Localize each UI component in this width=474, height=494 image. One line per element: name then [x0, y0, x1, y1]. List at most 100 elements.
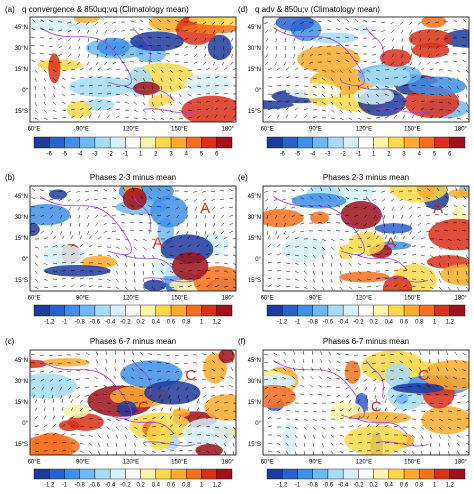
shading — [172, 408, 190, 418]
wind-vector — [318, 229, 323, 232]
wind-vector — [139, 60, 144, 63]
wind-vector — [327, 368, 332, 372]
wind-vector — [70, 424, 75, 428]
wind-vector — [408, 198, 413, 201]
colorbar-bin — [186, 468, 202, 480]
lat-tick-label: 15°S — [248, 278, 261, 284]
wind-vector — [409, 222, 413, 227]
wind-vector — [391, 53, 395, 58]
wind-vector — [133, 77, 138, 81]
wind-vector — [318, 394, 323, 396]
wind-vector — [184, 354, 189, 356]
wind-vector — [302, 351, 305, 356]
colorbar-bin — [419, 468, 435, 480]
wind-vector — [336, 352, 341, 356]
wind-vector — [438, 254, 442, 259]
shading — [42, 358, 90, 367]
wind-vector — [214, 100, 219, 103]
wind-vector — [354, 19, 359, 23]
wind-vector — [354, 214, 359, 217]
wind-vector — [229, 197, 234, 200]
wind-vector — [187, 235, 191, 240]
wind-vector — [187, 277, 192, 280]
wind-vector — [354, 230, 359, 234]
wind-vector — [229, 214, 234, 217]
lon-tick-label: 120°E — [123, 296, 139, 302]
wind-vector — [402, 85, 407, 87]
wind-vector — [291, 394, 296, 396]
wind-vector — [409, 61, 413, 66]
wind-vector — [187, 450, 192, 452]
wind-vector — [402, 277, 407, 280]
colorbar-bin — [419, 304, 435, 317]
wind-vector — [105, 37, 108, 42]
wind-vector — [365, 394, 368, 399]
wind-vector — [445, 195, 449, 200]
map-frame — [29, 185, 237, 292]
shading — [263, 209, 304, 228]
wind-vector — [194, 206, 198, 211]
wind-vector — [49, 198, 54, 201]
wind-vector — [420, 254, 425, 257]
wind-vector — [157, 222, 162, 225]
wind-vector — [169, 415, 173, 420]
shading — [48, 189, 68, 200]
wind-vector — [157, 188, 162, 192]
wind-vector — [294, 93, 299, 95]
wind-vector — [447, 286, 451, 291]
wind-vector — [178, 117, 183, 119]
wind-vector — [34, 109, 38, 114]
wind-vector — [300, 21, 305, 25]
wind-vector — [151, 254, 155, 259]
wind-vector — [79, 425, 84, 428]
wind-vector — [148, 205, 153, 208]
wind-vector — [43, 254, 48, 257]
wind-vector — [330, 246, 334, 251]
lat-tick-label: 15°S — [15, 278, 28, 284]
wind-vector — [142, 93, 145, 98]
wind-vector — [447, 85, 451, 90]
wind-vector — [348, 101, 351, 106]
wind-vector — [196, 269, 201, 272]
wind-vector — [384, 277, 389, 280]
colorbar-bin — [297, 468, 313, 480]
wind-vector — [426, 21, 431, 24]
colorbar-label: 0.8 — [182, 320, 191, 326]
wind-vector — [196, 235, 200, 240]
wind-vector — [187, 77, 192, 80]
lon-tick-label: 60°E — [261, 460, 274, 466]
wind-vector — [76, 361, 81, 364]
wind-vector — [291, 206, 296, 209]
wind-vector — [95, 351, 99, 356]
wind-vector — [294, 442, 297, 447]
wind-vector — [133, 93, 137, 98]
wind-vector — [319, 367, 323, 372]
wind-vector — [148, 394, 153, 398]
wind-vector — [345, 386, 350, 390]
wind-vector — [133, 450, 136, 455]
colorbar-bin — [282, 468, 298, 480]
annotation: A — [433, 200, 443, 217]
wind-vector — [438, 434, 441, 439]
wind-vector — [113, 187, 117, 192]
wind-vector — [383, 222, 386, 227]
wind-vector — [409, 29, 413, 34]
wind-vector — [223, 76, 228, 79]
wind-vector — [463, 187, 467, 192]
wind-vector — [133, 442, 137, 447]
wind-vector — [446, 187, 449, 192]
wind-vector — [300, 230, 305, 233]
wind-vector — [384, 424, 389, 428]
wind-vector — [285, 84, 290, 87]
wind-vector — [187, 244, 192, 248]
colorbar-bin — [216, 136, 233, 149]
wind-vector — [160, 434, 165, 436]
wind-vector — [231, 45, 234, 50]
wind-vector — [402, 107, 407, 111]
wind-vector — [113, 375, 117, 380]
wind-vector — [429, 278, 434, 282]
wind-vector — [393, 108, 398, 111]
wind-vector — [187, 407, 190, 412]
wind-vector — [390, 21, 395, 25]
panel-title: Phases 6-7 minus mean — [90, 337, 176, 346]
